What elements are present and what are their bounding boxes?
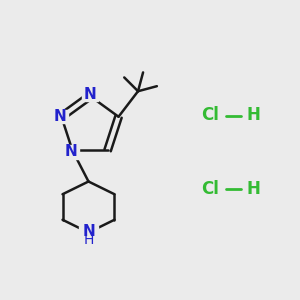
Bar	[52, 110, 68, 124]
Text: N: N	[64, 144, 77, 159]
Bar	[82, 88, 98, 101]
Text: Cl: Cl	[201, 180, 219, 198]
Text: N: N	[54, 109, 66, 124]
Text: N: N	[84, 87, 96, 102]
Bar	[79, 226, 98, 241]
Bar	[63, 145, 79, 158]
Text: N: N	[82, 224, 95, 238]
Text: H: H	[247, 106, 260, 124]
Text: Cl: Cl	[201, 106, 219, 124]
Text: H: H	[83, 233, 94, 247]
Text: H: H	[247, 180, 260, 198]
